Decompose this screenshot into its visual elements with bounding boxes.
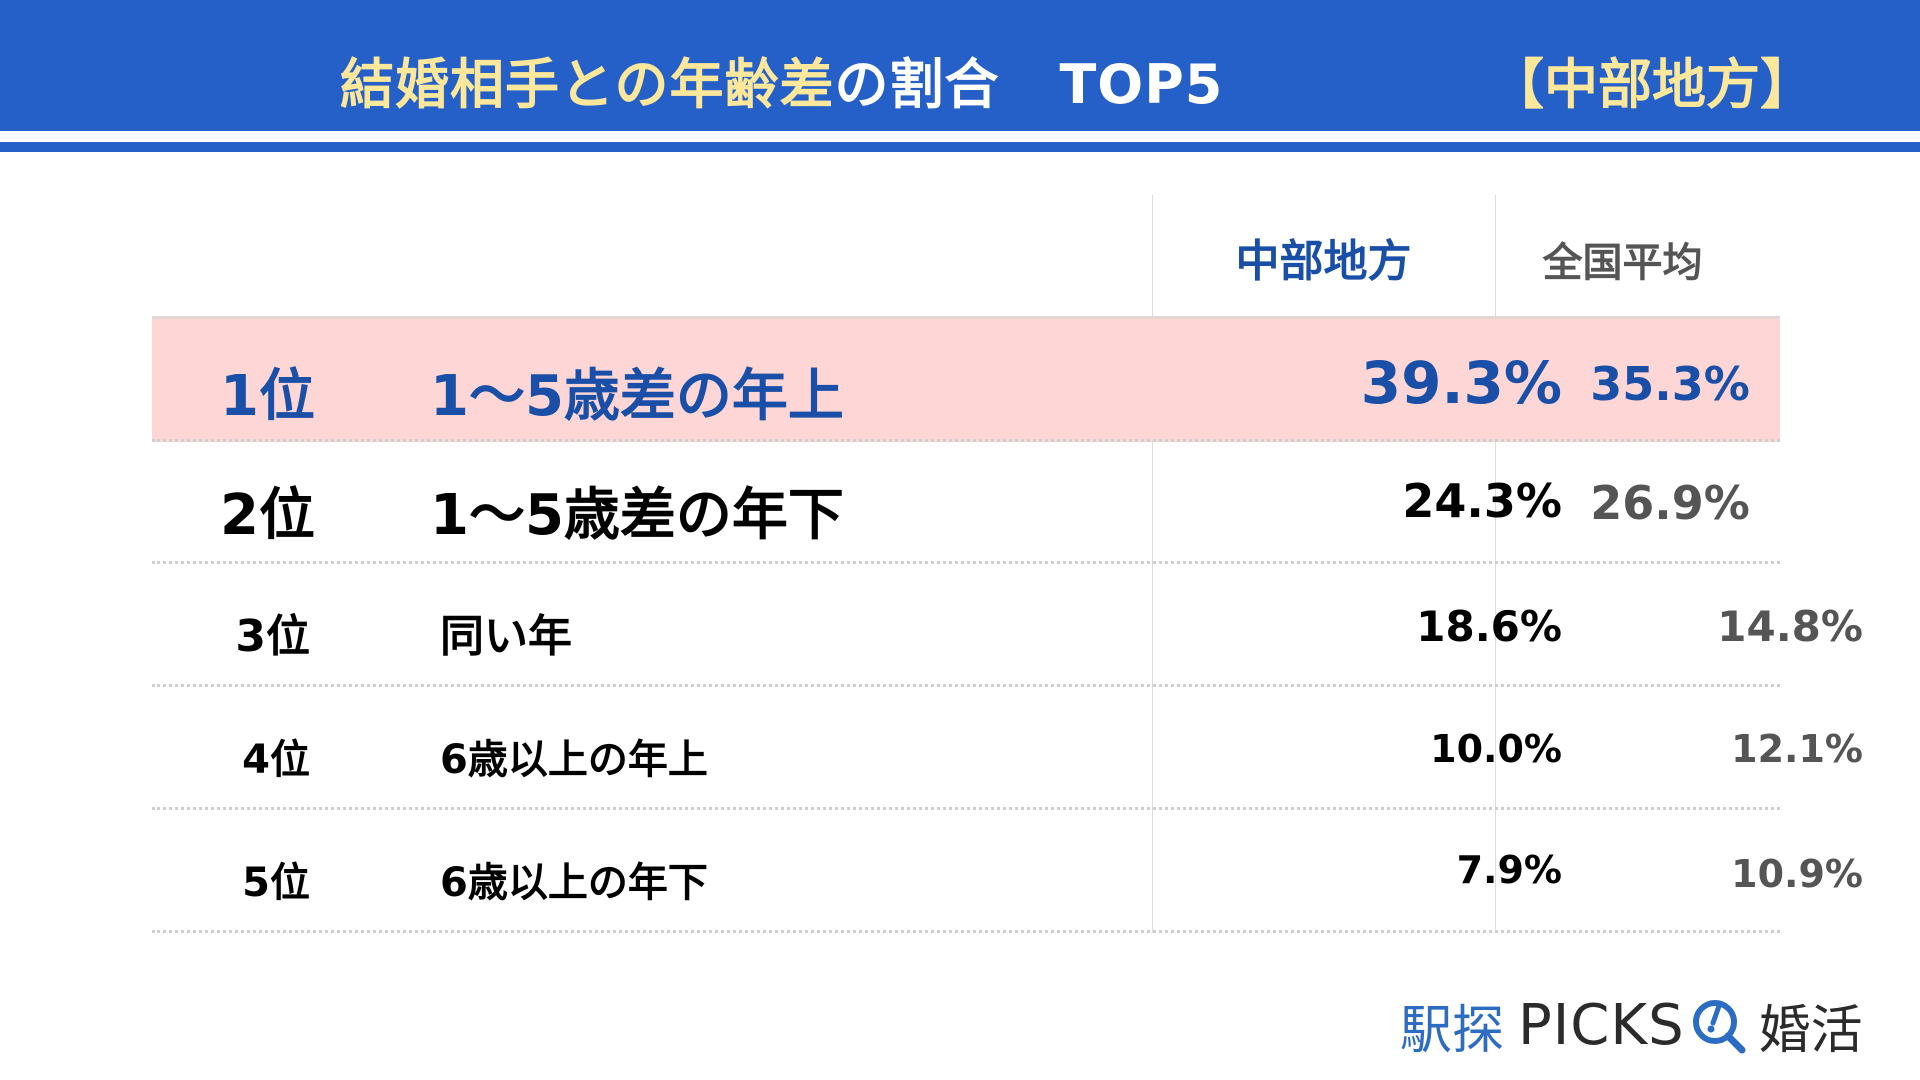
national-value: 14.8% <box>1717 602 1863 651</box>
region-value: 24.3% <box>1402 474 1562 528</box>
table-row: 3位 同い年 18.6% 14.8% <box>152 564 1863 687</box>
table-row: 2位 1〜5歳差の年下 24.3% 26.9% <box>152 442 1780 564</box>
title-suffix: TOP5 <box>1059 53 1224 116</box>
column-header-national: 全国平均 <box>1542 240 1703 286</box>
search-magnifier-icon <box>1689 996 1747 1054</box>
header-stripe-white <box>0 131 1920 142</box>
region-value: 39.3% <box>1360 349 1562 417</box>
rank: 4位 <box>242 737 310 783</box>
region-tag: 【中部地方】 <box>1490 53 1814 116</box>
row-label: 同い年 <box>440 611 572 662</box>
column-divider <box>1495 195 1496 933</box>
logo-text-ekitan: 駅探 <box>1400 1000 1505 1061</box>
rank: 2位 <box>220 483 315 548</box>
logo-text-konkatsu: 婚活 <box>1758 1000 1863 1061</box>
column-divider <box>1152 195 1153 933</box>
title-highlight: 結婚相手との年齢差 <box>340 53 835 116</box>
national-value: 26.9% <box>1590 476 1750 530</box>
national-value: 12.1% <box>1731 727 1863 771</box>
national-value: 10.9% <box>1731 852 1863 896</box>
row-label: 1〜5歳差の年上 <box>430 364 844 429</box>
table-row: 1位 1〜5歳差の年上 39.3% 35.3% <box>152 316 1780 442</box>
table-row: 5位 6歳以上の年下 7.9% 10.9% <box>152 810 1863 933</box>
header-band <box>0 0 1920 131</box>
logo-text-picks: PICKS <box>1518 992 1685 1058</box>
row-label: 6歳以上の年上 <box>440 737 708 783</box>
rank: 1位 <box>220 364 315 429</box>
table-row: 4位 6歳以上の年上 10.0% 12.1% <box>152 687 1863 810</box>
row-label: 6歳以上の年下 <box>440 860 708 906</box>
region-value: 10.0% <box>1430 727 1562 771</box>
row-label: 1〜5歳差の年下 <box>430 483 844 548</box>
title-rest: の割合 <box>834 53 1000 116</box>
header-stripe-blue <box>0 142 1920 152</box>
national-value: 35.3% <box>1590 357 1750 411</box>
region-value: 18.6% <box>1416 602 1562 651</box>
brand-logo: 駅探 PICKS 婚活 <box>1400 992 1863 1061</box>
column-header-region: 中部地方 <box>1235 236 1412 287</box>
page-title: 結婚相手との年齢差の割合 TOP5 <box>340 40 1223 119</box>
rank: 5位 <box>242 860 310 906</box>
region-value: 7.9% <box>1456 848 1562 892</box>
rank: 3位 <box>235 611 310 662</box>
